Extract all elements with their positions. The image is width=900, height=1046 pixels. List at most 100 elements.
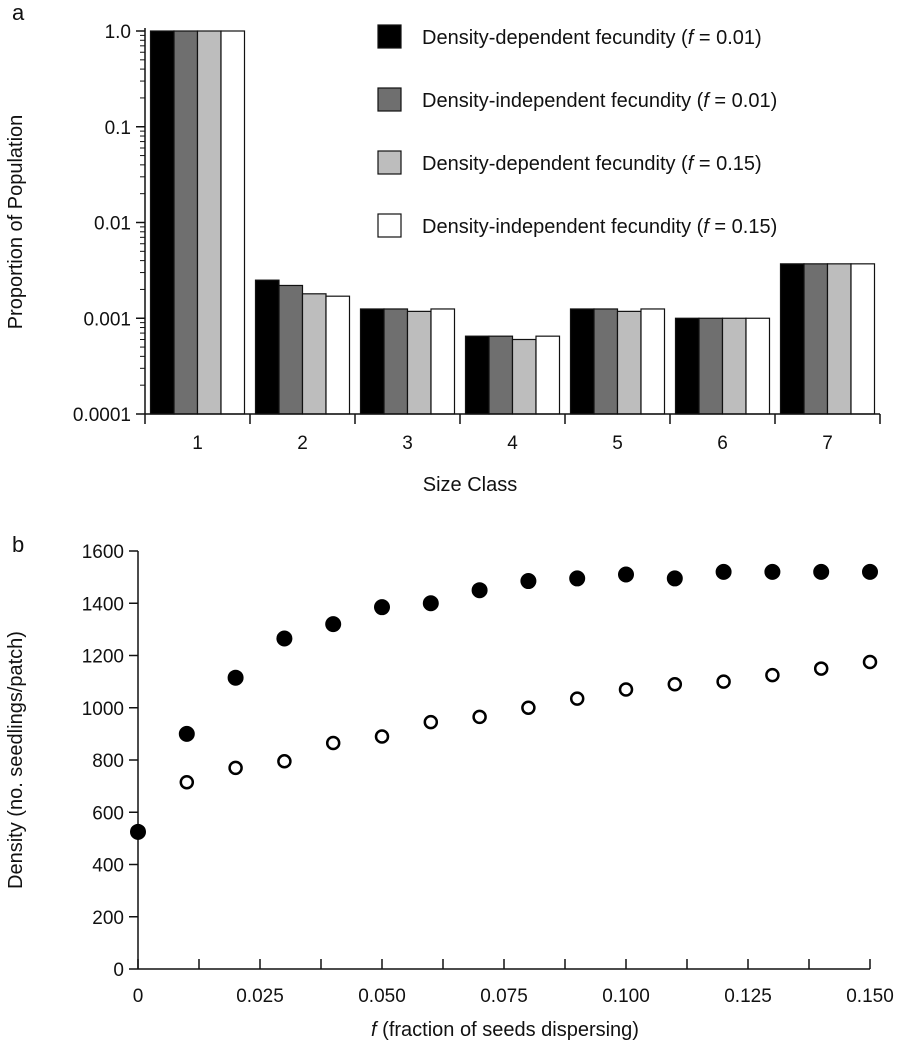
data-point-open [521,700,536,715]
legend-swatch [377,24,402,49]
data-point-open [374,729,390,744]
x-tick-label: 0.075 [480,986,528,1007]
bar [173,30,199,415]
data-point-filled [276,630,293,647]
y-tick-label: 800 [92,751,124,772]
x-tick-label: 0.100 [602,986,650,1007]
legend-entry: Density-independent fecundity (f = 0.15) [422,216,777,238]
x-tick-label: 0.150 [846,986,894,1007]
bar [535,335,561,415]
bar [616,310,642,415]
y-tick-label: 1000 [82,699,124,720]
legend-entry-variable: f [688,153,696,175]
bar [698,317,724,415]
bar [850,263,876,415]
bar [464,335,490,415]
x-ticks: 0 0.025 0.050 0.075 0.100 0.125 0.150 [133,959,894,1007]
bar [826,263,852,415]
legend-entry-variable: f [703,216,711,238]
legend-entry-text: = 0.15) [709,216,777,238]
panel-a-label: a [12,0,25,25]
legend-entry: Density-independent fecundity (f = 0.01) [422,90,777,112]
data-point-open [862,654,878,670]
y-tick-label: 400 [92,856,124,877]
bar [359,308,385,415]
bar [301,293,327,415]
legend-entry-variable: f [703,90,711,112]
bar [511,338,537,415]
bar [803,263,829,415]
legend-entry-text: Density-independent fecundity ( [422,216,704,238]
legend-swatch [377,213,402,238]
bar [569,308,595,415]
bar [430,308,456,415]
data-point-filled [862,563,878,580]
x-tick-label: 6 [717,433,728,454]
y-ticks: 0.0001 0.001 0.01 0.1 1.0 [73,22,145,426]
y-axis-label: Density (no. seedlings/patch) [5,631,27,889]
data-point-open [228,760,243,776]
legend-entry-text: Density-dependent fecundity ( [422,27,688,49]
y-tick-label: 0.1 [105,118,131,139]
x-tick-label: 5 [612,433,623,454]
legend-entry-text: = 0.01) [693,27,761,49]
y-tick-label: 0.001 [83,309,131,330]
data-point-filled [178,725,195,742]
y-tick-label: 0 [113,960,124,981]
data-point-open [325,735,341,751]
data-point-filled [715,563,732,580]
x-tick-label: 0.125 [724,986,772,1007]
bar [325,295,351,415]
x-axis-label-text: (fraction of seeds dispersing) [377,1019,639,1041]
x-tick-label: 2 [297,433,308,454]
bar [674,317,700,415]
x-tick-label: 3 [402,433,413,454]
legend-entry-text: Density-dependent fecundity ( [422,153,688,175]
data-point-open [667,676,683,692]
data-point-filled [130,823,146,840]
data-point-filled [666,570,683,587]
bar-group [149,30,876,415]
data-point-filled [325,616,342,633]
point-group [130,563,878,840]
data-point-open [179,774,195,790]
bar [745,317,771,415]
y-tick-label: 1200 [82,647,124,668]
x-tick-label: 0.050 [358,986,406,1007]
legend-entry-text: Density-independent fecundity ( [422,90,704,112]
x-tick-label: 0 [133,986,144,1007]
bar [383,308,409,415]
x-axis-label: Size Class [423,474,517,496]
data-point-filled [569,570,586,587]
data-point-filled [764,563,781,580]
legend-swatch [377,87,402,112]
panel-b-label: b [12,532,24,557]
bar [640,308,666,415]
bar [593,308,619,415]
legend-entry-text: = 0.15) [693,153,761,175]
data-point-filled [374,599,390,616]
legend-entry-variable: f [688,27,696,49]
legend-entry-text: = 0.01) [709,90,777,112]
y-tick-label: 600 [92,803,124,824]
data-point-filled [618,566,634,583]
legend-entry: Density-dependent fecundity (f = 0.15) [422,153,762,175]
data-point-filled [422,595,439,612]
data-point-open [569,691,585,706]
data-point-filled [227,669,244,686]
y-tick-label: 0.0001 [73,405,131,426]
x-axis-label: f (fraction of seeds dispersing) [371,1019,639,1041]
y-axis-label: Proportion of Population [5,115,27,330]
legend-entry: Density-dependent fecundity (f = 0.01) [422,27,762,49]
panel-b: b 0 200 400 600 800 1000 1200 1400 1600 0 0.025 0.… [5,532,894,1041]
bar [721,317,747,415]
data-point-open [813,661,829,676]
x-tick-label: 7 [822,433,833,454]
bar [406,310,432,415]
legend-swatch [377,150,402,175]
data-point-filled [813,563,830,580]
bar [220,30,246,415]
bar [196,30,222,415]
y-tick-label: 1600 [82,542,124,563]
